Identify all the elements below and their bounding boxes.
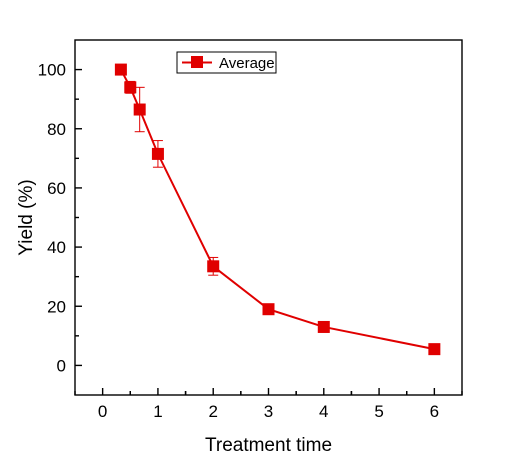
x-tick-label-2: 2 — [208, 402, 217, 421]
data-marker-6 — [317, 320, 330, 333]
data-marker-7 — [428, 343, 441, 356]
data-marker-0 — [114, 63, 127, 76]
y-tick-label-20: 20 — [47, 297, 66, 316]
y-tick-label-0: 0 — [57, 356, 66, 375]
x-tick-label-5: 5 — [374, 402, 383, 421]
data-marker-4 — [207, 260, 220, 273]
y-tick-label-40: 40 — [47, 238, 66, 257]
x-tick-label-6: 6 — [430, 402, 439, 421]
data-marker-5 — [262, 303, 275, 316]
y-tick-label-100: 100 — [38, 61, 66, 80]
legend: Average — [176, 51, 277, 74]
x-axis: 0 1 2 3 4 5 6 — [74, 388, 463, 421]
x-tick-label-0: 0 — [98, 402, 107, 421]
y-tick-label-80: 80 — [47, 120, 66, 139]
x-tick-label-4: 4 — [319, 402, 328, 421]
x-axis-title: Treatment time — [205, 435, 332, 456]
y-axis-title: Yield (%) — [16, 179, 37, 255]
data-marker-2 — [133, 103, 146, 116]
error-bars — [125, 80, 440, 352]
y-tick-label-60: 60 — [47, 179, 66, 198]
series-lines — [120, 69, 435, 351]
legend-marker — [191, 56, 203, 68]
legend-label: Average — [219, 55, 275, 72]
x-tick-label-1: 1 — [153, 402, 162, 421]
data-marker-1 — [124, 81, 137, 94]
x-tick-label-3: 3 — [264, 402, 273, 421]
data-markers — [114, 63, 441, 356]
data-marker-3 — [151, 147, 164, 160]
y-axis: 0 20 40 60 80 100 — [38, 61, 82, 375]
average-series-line — [120, 69, 435, 351]
